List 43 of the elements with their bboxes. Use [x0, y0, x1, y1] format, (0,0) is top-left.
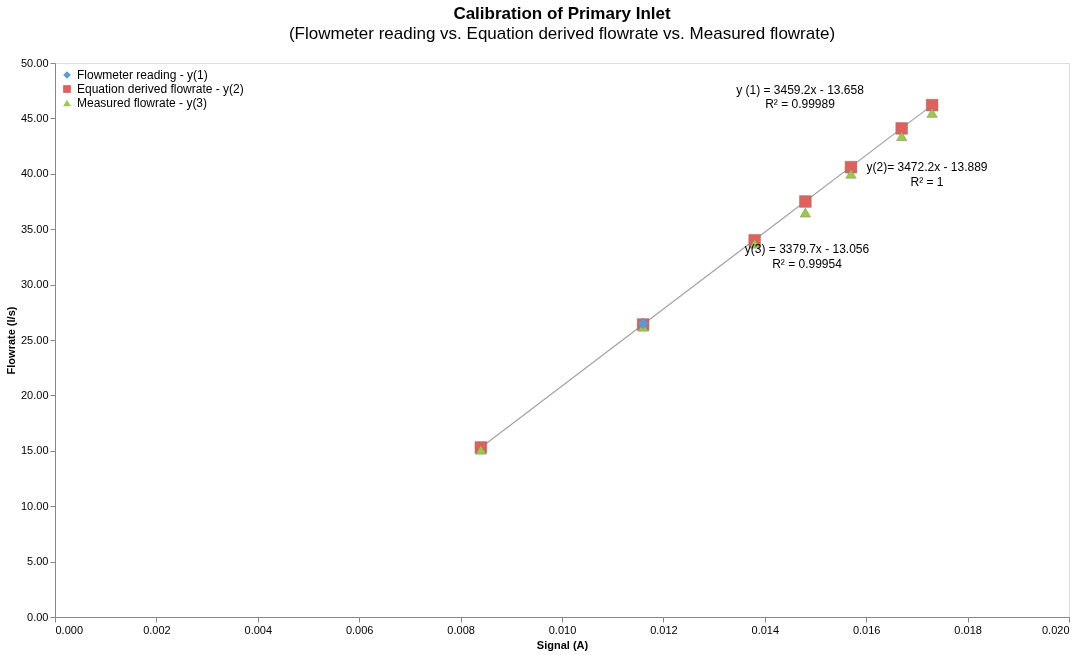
x-tick-label: 0.014	[751, 623, 780, 636]
point	[844, 161, 858, 174]
y-tick-label: 25.00	[20, 333, 49, 346]
x-tick-label: 0.004	[244, 623, 273, 636]
y-tick-label: 5.00	[27, 555, 49, 568]
x-tick-label: 0.012	[650, 623, 678, 636]
legend-label: Equation derived flowrate - y(2)	[77, 82, 244, 96]
point	[926, 108, 938, 118]
x-axis-title: Signal (A)	[536, 638, 589, 651]
annotation: R² = 1	[910, 175, 944, 189]
annotation: y (1) = 3459.2x - 13.658	[736, 83, 865, 97]
y-tick-label: 30.00	[20, 278, 49, 291]
annotation: y(2)= 3472.2x - 13.889	[866, 160, 988, 174]
x-tick-label: 0.008	[447, 623, 475, 636]
x-tick-label: 0.020	[1041, 623, 1070, 636]
y-tick-label: 40.00	[20, 167, 49, 180]
y-tick-label: 20.00	[20, 388, 49, 401]
x-tick-label: 0.002	[143, 623, 171, 636]
y-axis-title: Flowrate (l/s)	[4, 306, 17, 375]
y-tick-label: 50.00	[20, 56, 49, 69]
legend-label: Measured flowrate - y(3)	[77, 96, 208, 110]
y-tick-label: 0.00	[27, 610, 49, 623]
legend-label: Flowmeter reading - y(1)	[77, 68, 208, 82]
annotation: R² = 0.99989	[765, 97, 836, 111]
x-tick-label: 0.010	[548, 623, 577, 636]
point	[799, 195, 812, 208]
annotation: R² = 0.99954	[772, 257, 843, 271]
point	[896, 131, 908, 141]
chart-subtitle: (Flowmeter reading vs. Equation derived flowrate vs. Measured flowrate)	[288, 24, 836, 43]
point	[895, 122, 908, 135]
point	[845, 169, 857, 179]
x-tick-label: 0.006	[345, 623, 374, 636]
y-tick-label: 10.00	[20, 499, 49, 512]
y-tick-label: 35.00	[20, 222, 49, 235]
y-tick-label: 15.00	[20, 444, 49, 457]
annotation: y(3) = 3379.7x - 13.056	[744, 242, 870, 256]
point	[925, 98, 939, 112]
x-tick-label: 0.018	[954, 623, 982, 636]
x-tick-label: 0.000	[55, 623, 84, 636]
chart-title: Calibration of Primary Inlet	[453, 4, 671, 23]
y-tick-label: 45.00	[20, 111, 49, 124]
x-tick-label: 0.016	[852, 623, 881, 636]
point	[799, 207, 811, 218]
